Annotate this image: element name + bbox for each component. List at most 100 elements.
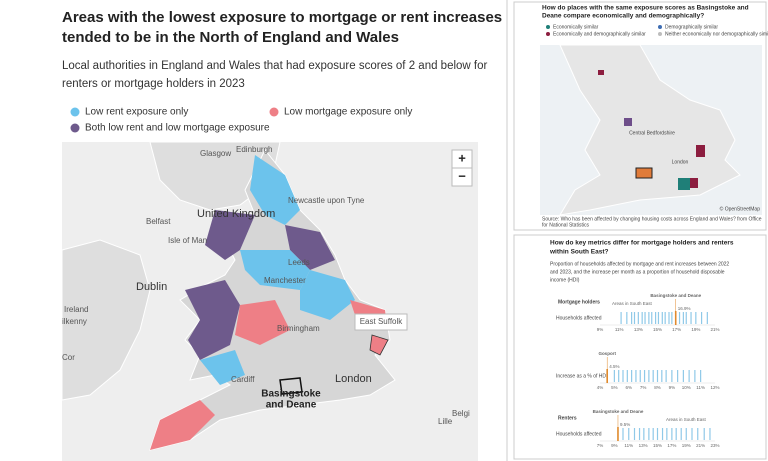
region-low-mortgage [235, 300, 290, 345]
zoom-label[interactable]: − [458, 168, 466, 183]
highlight-outline [279, 377, 303, 395]
map-label: Central Bedfordshire [629, 130, 675, 136]
tick-label: 13% [634, 327, 643, 332]
map-label: Cor [62, 353, 75, 362]
map-label: Cardiff [231, 375, 255, 384]
tick-label: 21% [710, 327, 719, 332]
highlight-value: 4.5% [609, 364, 619, 369]
legend-label: Low mortgage exposure only [284, 107, 412, 118]
region-both [185, 280, 240, 360]
small-region-highlight [635, 167, 653, 179]
legend-label: Economically and demographically similar [553, 31, 646, 37]
highlight-name: Basingstoke and Deane [593, 409, 644, 414]
small-map-land [559, 44, 741, 216]
legend-swatch [546, 32, 550, 36]
tooltip-text: East Suffolk [360, 317, 404, 326]
map-label: Belgi [452, 409, 470, 418]
highlight-value: 16.9% [678, 306, 691, 311]
tick-label: 7% [597, 443, 604, 448]
tick-label: 11% [624, 443, 633, 448]
strip-label: Increase as a % of HDI [556, 373, 607, 379]
small-region [624, 118, 632, 126]
tick-label: 17% [672, 327, 681, 332]
map-label: Glasgow [200, 149, 231, 158]
map-label: Birmingham [277, 324, 320, 333]
intro: Proportion of households affected by mor… [550, 261, 729, 267]
tick-label: 21% [696, 443, 705, 448]
legend-label: Low rent exposure only [85, 107, 188, 118]
map-label: Lille [438, 417, 453, 426]
region-low-mortgage [150, 400, 215, 450]
zoom-out-button[interactable] [451, 167, 473, 187]
tick-label: 12% [710, 385, 719, 390]
map-label: Ireland [64, 305, 88, 314]
tick-label: 17% [667, 443, 676, 448]
tick-label: 9% [611, 443, 618, 448]
map-label: London [672, 159, 689, 165]
small-region [678, 178, 690, 190]
intro: and 2023, and the increase per month as … [550, 269, 725, 275]
metrics-panel [513, 234, 767, 460]
attribution: © OpenStreetMap [720, 205, 761, 212]
region-low-rent [200, 350, 245, 385]
tick-label: 15% [653, 443, 662, 448]
highlight-label: Basingstoke [261, 389, 321, 400]
tick-label: 11% [696, 385, 705, 390]
region-both [285, 225, 335, 270]
tick-label: 6% [625, 385, 632, 390]
legend-label: Neither economically nor demographically… [665, 31, 768, 37]
map-label: London [335, 373, 372, 385]
small-region [598, 70, 604, 75]
strip-label: Households affected [556, 315, 602, 321]
legend-swatch [658, 32, 662, 36]
small-region [690, 178, 698, 188]
tick-label: 7% [640, 385, 647, 390]
title: Areas with the lowest exposure to mortga… [62, 9, 502, 26]
legend-swatch [658, 25, 662, 29]
tick-label: 11% [615, 327, 624, 332]
tick-label: 4% [597, 385, 604, 390]
map-label: Newcastle upon Tyne [288, 196, 365, 205]
tick-label: 8% [654, 385, 661, 390]
tick-label: 15% [653, 327, 662, 332]
panel-title: How do key metrics differ for mortgage h… [550, 240, 734, 247]
region-low-rent [250, 155, 300, 225]
group-label: Renters [558, 415, 577, 421]
legend-swatch [70, 123, 80, 133]
region-low-rent [240, 250, 310, 290]
tick-label: 10% [682, 385, 691, 390]
highlight-value: 9.5% [620, 422, 630, 427]
subtitle: Local authorities in England and Wales t… [62, 60, 488, 72]
ireland-land [61, 239, 151, 401]
tick-label: 19% [682, 443, 691, 448]
legend-swatch [70, 107, 80, 117]
panel-title: How do places with the same exposure sco… [542, 5, 749, 12]
tick-label: 23% [710, 443, 719, 448]
map-label: Belfast [146, 217, 171, 226]
source: for National Statistics [542, 222, 589, 228]
map-label: Isle of Man [168, 236, 207, 245]
map-label: ilkenny [62, 317, 87, 326]
highlight-name: Basingstoke and Deane [650, 293, 701, 298]
highlight-name: Gosport [598, 351, 616, 356]
region-east-suffolk [369, 334, 389, 356]
zoom-label[interactable]: + [458, 150, 466, 165]
legend-label: Demographically similar [665, 24, 718, 30]
tick-label: 9% [597, 327, 604, 332]
strip-label: Households affected [556, 431, 602, 437]
panel-title: within South East? [549, 249, 609, 256]
intro: income (HDI) [550, 277, 580, 283]
map-label: Edinburgh [236, 145, 272, 154]
legend-swatch [546, 25, 550, 29]
map-label: Leeds [288, 258, 310, 267]
subtitle: renters or mortgage holders in 2023 [62, 78, 245, 90]
group-label: Mortgage holders [558, 299, 600, 305]
map-label: Manchester [264, 276, 306, 285]
tick-label: 5% [611, 385, 618, 390]
small-region [696, 145, 705, 157]
region-both [205, 210, 255, 260]
area-label: Areas in South East [612, 301, 653, 306]
legend-label: Economically similar [553, 24, 599, 30]
